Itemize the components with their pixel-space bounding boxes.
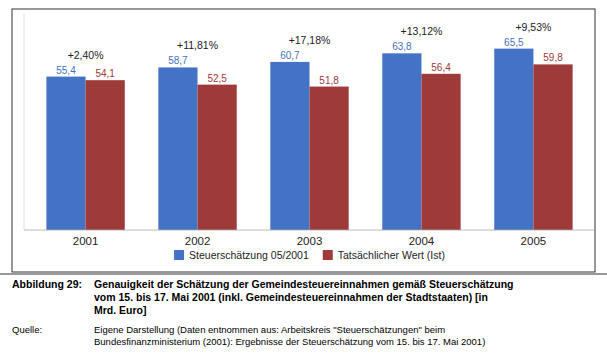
separator [0,274,607,275]
annotation: +2,40% [68,49,104,61]
data-label: 55,4 [56,65,76,76]
annotation: +13,12% [401,25,443,37]
annotation: +17,18% [289,34,331,46]
data-label: 52,5 [207,73,227,84]
labels: 55,4 58,7 60,7 63,8 65,5 54,1 52,5 51,8 56,4 59,8… [56,21,563,86]
data-label: 51,8 [319,75,339,86]
legend-swatch [323,250,333,260]
legend-swatch [174,250,184,260]
data-label: 65,5 [504,37,524,48]
y-axis-line [24,14,25,230]
bar [533,64,572,230]
annotation: +9,53% [515,21,551,33]
x-tick-label: 2005 [521,235,547,247]
bars [46,49,572,230]
x-tick-label: 2002 [185,235,211,247]
bar [382,53,421,230]
bar [270,62,309,230]
data-label: 54,1 [95,68,115,79]
x-tick-label: 2004 [409,235,435,247]
bar [86,80,125,230]
bar [494,49,533,230]
annotation: +11,81% [177,39,218,51]
bar [46,77,85,230]
data-label: 60,7 [280,50,300,61]
source: Eigene Darstellung (Daten entnommen aus:… [94,324,485,347]
data-label: 58,7 [168,55,188,66]
data-label: 63,8 [392,41,412,52]
legend-label: Tatsächlicher Wert (Ist) [338,249,445,261]
caption-label: Abbildung 29: [12,278,82,290]
data-label: 56,4 [431,62,451,73]
data-label: 59,8 [543,52,563,63]
bar [310,87,349,230]
bar [158,67,197,230]
legend: Steuerschätzung 05/2001 Tatsächlicher Wer… [174,249,445,261]
bar [198,85,237,230]
source-label: Quelle: [12,324,42,335]
x-tick-label: 2001 [73,235,99,247]
bar [421,74,460,230]
chart: 55,4 58,7 60,7 63,8 65,5 54,1 52,5 51,8 56,4 59,8… [0,0,607,361]
x-tick-label: 2003 [297,235,323,247]
chart-box [12,9,595,272]
legend-label: Steuerschätzung 05/2001 [189,249,309,261]
x-axis-line [24,230,595,231]
caption: Genauigkeit der Schätzung der Gemeindest… [94,278,514,316]
